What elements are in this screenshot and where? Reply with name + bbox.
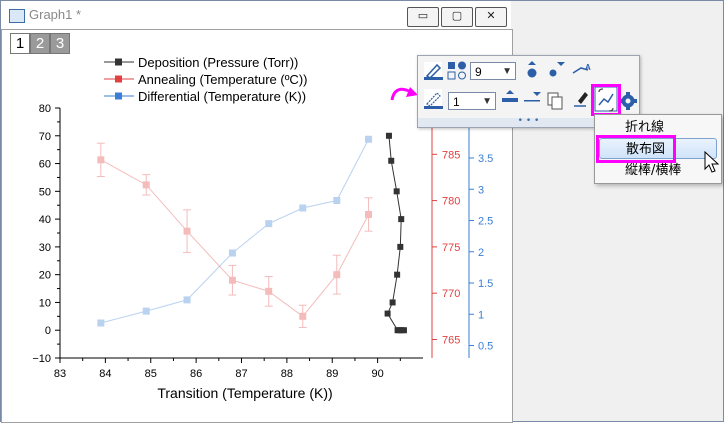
layer-tab-1[interactable]: 1 — [10, 33, 30, 54]
line-label-icon[interactable]: A — [572, 63, 591, 74]
paste-format-icon[interactable] — [574, 92, 588, 107]
line-style-icon[interactable] — [424, 89, 443, 109]
line-width-down-icon[interactable] — [524, 92, 541, 102]
maximize-button[interactable]: ▢ — [441, 7, 473, 27]
title-bar[interactable]: Graph1 * ▭ ▢ ✕ — [1, 1, 511, 29]
chevron-down-icon: ▼ — [502, 66, 512, 77]
settings-gear-icon[interactable] — [619, 92, 637, 110]
symbol-size-value: 9 — [475, 65, 482, 79]
mouse-cursor-icon — [704, 151, 720, 173]
symbol-size-dropdown[interactable]: 9 ▼ — [470, 62, 516, 80]
line-color-icon[interactable] — [424, 62, 443, 80]
highlight-scatter-item — [596, 135, 676, 163]
symbol-shape-icon[interactable] — [447, 61, 466, 80]
highlight-plot-type-button — [591, 84, 621, 116]
toolbar-expand-handle[interactable]: • • • — [418, 117, 639, 127]
change-plot-type-icon[interactable] — [594, 86, 618, 112]
symbol-size-down-icon[interactable] — [549, 62, 566, 77]
line-width-up-icon[interactable] — [502, 90, 518, 102]
copy-format-icon[interactable] — [547, 92, 563, 110]
minimize-button[interactable]: ▭ — [407, 7, 439, 27]
menu-item-scatter[interactable]: 散布図 — [599, 138, 717, 159]
layer-tab-2[interactable]: 2 — [30, 33, 50, 54]
menu-item-line[interactable]: 折れ線 — [625, 120, 665, 135]
line-width-dropdown[interactable]: 1 ▼ — [448, 92, 496, 110]
chevron-down-icon: ▼ — [482, 96, 492, 107]
window-title: Graph1 * — [29, 7, 82, 22]
graph-window-icon — [9, 9, 25, 23]
svg-text:A: A — [585, 63, 591, 72]
symbol-size-up-icon[interactable] — [527, 61, 537, 78]
menu-item-column-bar[interactable]: 縦棒/横棒 — [625, 163, 682, 178]
close-button[interactable]: ✕ — [475, 7, 507, 27]
layer-tab-3[interactable]: 3 — [50, 33, 70, 54]
line-width-value: 1 — [453, 95, 460, 109]
plot-type-menu: 折れ線 散布図 縦棒/横棒 — [594, 114, 722, 184]
